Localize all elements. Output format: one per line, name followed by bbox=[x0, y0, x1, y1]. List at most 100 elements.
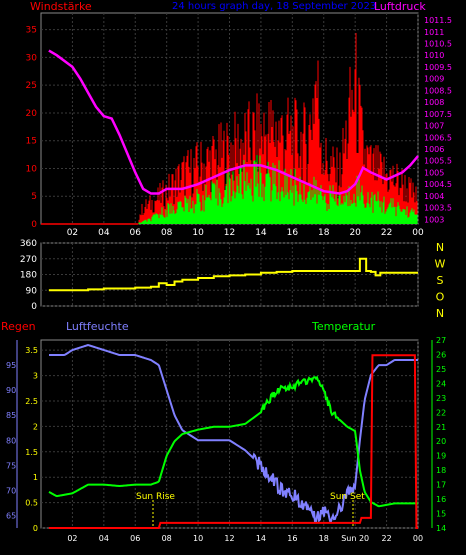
pressure-y-tick-label: 1004 bbox=[424, 192, 444, 201]
rain-y-tick-label: 1 bbox=[33, 473, 38, 482]
rain-y-tick-label: 2.5 bbox=[25, 397, 38, 406]
temperature-y-tick-label: 23 bbox=[436, 394, 446, 403]
climate-x-tick-label: 14 bbox=[256, 534, 266, 543]
direction-line bbox=[48, 257, 418, 292]
wind-y-tick-label: 35 bbox=[26, 26, 37, 36]
rain-y-tick-label: 3 bbox=[33, 372, 38, 381]
pressure-y-tick-label: 1011.5 bbox=[424, 16, 452, 25]
pressure-y-tick-label: 1005.5 bbox=[424, 157, 452, 166]
x-tick-label: 12 bbox=[224, 228, 235, 238]
climate-x-tick-label: 06 bbox=[130, 534, 140, 543]
direction-y-tick-label: 270 bbox=[20, 255, 37, 265]
climate-x-tick-label: 04 bbox=[99, 534, 109, 543]
humidity-y-tick-label: 95 bbox=[6, 361, 16, 370]
compass-letter: O bbox=[436, 291, 445, 304]
x-tick-label: 18 bbox=[318, 228, 330, 238]
temperature-y-ticks: 14 15 16 17 18 19 20 21 22 23 24 25 26 27 bbox=[436, 336, 446, 533]
rain-axis-label: Regen bbox=[1, 320, 36, 333]
wind-bars bbox=[138, 155, 418, 224]
pressure-y-tick-label: 1008 bbox=[424, 98, 444, 107]
humidity-y-tick-label: 75 bbox=[6, 461, 16, 470]
pressure-y-tick-label: 1010.5 bbox=[424, 39, 452, 48]
direction-series bbox=[48, 257, 418, 292]
pressure-y-tick-label: 1006 bbox=[424, 145, 444, 154]
pressure-y-ticks: 1003 1003.5 1004 1004.5 1005 1005.5 1006 1006.5… bbox=[424, 16, 452, 224]
wind-y-tick-label: 15 bbox=[26, 137, 37, 147]
x-tick-label: 06 bbox=[130, 228, 142, 238]
wind-y-tick-label: 0 bbox=[31, 220, 37, 230]
temperature-y-tick-label: 20 bbox=[436, 437, 446, 446]
humidity-series bbox=[49, 344, 418, 524]
pressure-y-tick-label: 1003.5 bbox=[424, 204, 452, 213]
pressure-y-tick-label: 1006.5 bbox=[424, 133, 452, 142]
x-tick-label: 22 bbox=[381, 228, 392, 238]
wind-y-tick-label: 20 bbox=[26, 109, 38, 119]
x-tick-label: 00 bbox=[412, 228, 424, 238]
pressure-y-tick-label: 1005 bbox=[424, 168, 444, 177]
wind-y-tick-label: 25 bbox=[26, 81, 37, 91]
wind-x-ticks: 02 04 06 08 10 12 14 16 18 20 22 00 bbox=[67, 228, 424, 238]
temperature-y-tick-label: 24 bbox=[436, 379, 446, 388]
climate-x-tick-label: 12 bbox=[224, 534, 234, 543]
wind-y-tick-label: 30 bbox=[26, 53, 38, 63]
pressure-series bbox=[48, 49, 419, 195]
climate-x-tick-label: 16 bbox=[287, 534, 297, 543]
humidity-y-tick-label: 80 bbox=[6, 436, 16, 445]
climate-x-tick-label: 18 bbox=[319, 534, 329, 543]
temperature-y-tick-label: 25 bbox=[436, 365, 446, 374]
temperature-line bbox=[48, 375, 418, 508]
pressure-y-tick-label: 1003 bbox=[424, 215, 444, 224]
humidity-axis-label: Luftfeuchte bbox=[66, 320, 129, 333]
temperature-series bbox=[48, 375, 418, 508]
rain-line bbox=[48, 354, 418, 529]
x-tick-label: 20 bbox=[349, 228, 361, 238]
temperature-y-tick-label: 15 bbox=[436, 510, 446, 519]
wind-y-tick-label: 10 bbox=[26, 164, 38, 174]
pressure-y-tick-label: 1007.5 bbox=[424, 110, 452, 119]
humidity-y-tick-label: 70 bbox=[6, 486, 16, 495]
rain-y-tick-label: 1.5 bbox=[25, 448, 38, 457]
rain-y-tick-label: 2 bbox=[33, 422, 38, 431]
wind-grid bbox=[41, 13, 419, 225]
temperature-y-tick-label: 21 bbox=[436, 423, 446, 432]
pressure-y-tick-label: 1009 bbox=[424, 75, 444, 84]
temperature-y-tick-label: 26 bbox=[436, 350, 446, 359]
temperature-axis-label: Temperatur bbox=[311, 320, 376, 333]
climate-x-tick-label: 02 bbox=[67, 534, 77, 543]
x-tick-label: 04 bbox=[98, 228, 110, 238]
temperature-y-tick-label: 17 bbox=[436, 481, 446, 490]
compass-letter: W bbox=[435, 258, 446, 271]
direction-y-tick-label: 180 bbox=[20, 271, 37, 281]
compass-letter: S bbox=[437, 274, 444, 287]
climate-x-tick-label: 10 bbox=[193, 534, 203, 543]
x-tick-label: 08 bbox=[161, 228, 173, 238]
x-tick-label: 14 bbox=[255, 228, 267, 238]
rain-y-tick-label: 0 bbox=[33, 524, 38, 533]
x-tick-label: 16 bbox=[287, 228, 299, 238]
compass-letter: N bbox=[436, 241, 444, 254]
pressure-y-tick-label: 1004.5 bbox=[424, 180, 452, 189]
direction-y-ticks: 0 90 180 270 360 bbox=[20, 239, 37, 312]
climate-x-ticks: 02 04 06 08 10 12 14 16 18 Sun 20 22 00 bbox=[67, 534, 423, 543]
rain-y-ticks: 0 0.5 1 1.5 2 2.5 3 3.5 bbox=[25, 346, 38, 533]
x-tick-label: 10 bbox=[192, 228, 204, 238]
humidity-y-ticks: 65 70 75 80 85 90 95 bbox=[6, 361, 16, 520]
humidity-line bbox=[49, 344, 418, 524]
rain-humidity-temp-panel: 0 0.5 1 1.5 2 2.5 3 3.5 65 70 75 80 85 90 95 14 15 16 17… bbox=[1, 320, 446, 543]
temperature-y-tick-label: 19 bbox=[436, 452, 446, 461]
rain-series bbox=[48, 354, 418, 529]
temperature-y-tick-label: 14 bbox=[436, 524, 446, 533]
pressure-y-tick-label: 1011 bbox=[424, 28, 444, 37]
humidity-y-tick-label: 85 bbox=[6, 411, 16, 420]
pressure-line bbox=[48, 49, 419, 195]
sunset-label: Sun Set bbox=[330, 492, 365, 502]
wind-axis-label: Windstärke bbox=[30, 0, 92, 13]
wind-y-ticks: 0 5 10 15 20 25 30 35 bbox=[26, 26, 38, 230]
rain-y-tick-label: 3.5 bbox=[25, 346, 38, 355]
pressure-y-tick-label: 1009.5 bbox=[424, 63, 452, 72]
x-tick-label: 02 bbox=[67, 228, 78, 238]
